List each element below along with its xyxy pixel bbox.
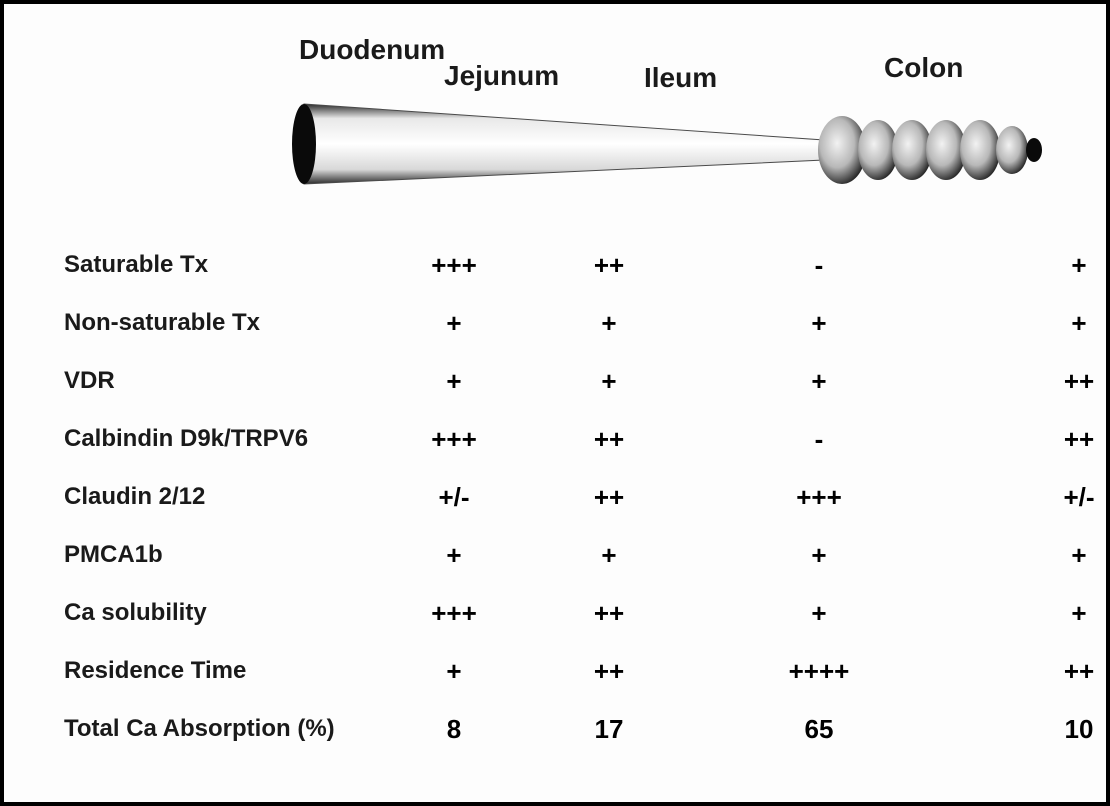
table-row: PMCA1b + + + + — [64, 526, 1056, 584]
cell: ++ — [524, 482, 694, 513]
cell: 10 — [944, 714, 1110, 745]
row-label: Calbindin D9k/TRPV6 — [64, 425, 384, 453]
cell: ++ — [944, 424, 1110, 455]
cell: +/- — [944, 482, 1110, 513]
table-row: Total Ca Absorption (%) 8 17 65 10 — [64, 700, 1056, 758]
col-header-ileum: Ileum — [644, 62, 717, 94]
col-header-duodenum: Duodenum — [299, 34, 445, 66]
col-header-colon: Colon — [884, 52, 963, 84]
cell: + — [384, 656, 524, 687]
table-row: Non-saturable Tx + + + + — [64, 294, 1056, 352]
cell: - — [694, 424, 944, 455]
cell: +++ — [384, 424, 524, 455]
cell: + — [944, 540, 1110, 571]
cell: +++ — [384, 598, 524, 629]
row-label: Claudin 2/12 — [64, 483, 384, 511]
table-row: VDR + + + ++ — [64, 352, 1056, 410]
cell: + — [524, 366, 694, 397]
cell: ++ — [524, 598, 694, 629]
cell: ++++ — [694, 656, 944, 687]
figure-frame: Duodenum Jejunum Ileum Colon Saturable T… — [0, 0, 1110, 806]
cell: + — [384, 308, 524, 339]
row-label: Residence Time — [64, 657, 384, 685]
table-row: Saturable Tx +++ ++ - + — [64, 236, 1056, 294]
cell: + — [694, 598, 944, 629]
figure-inner: Duodenum Jejunum Ileum Colon Saturable T… — [4, 4, 1106, 802]
row-label: Non-saturable Tx — [64, 309, 384, 337]
cell: 17 — [524, 714, 694, 745]
cell: ++ — [524, 250, 694, 281]
table-row: Claudin 2/12 +/- ++ +++ +/- — [64, 468, 1056, 526]
column-headers: Duodenum Jejunum Ileum Colon — [4, 32, 1106, 92]
cell: ++ — [944, 656, 1110, 687]
cell: 65 — [694, 714, 944, 745]
row-label: Saturable Tx — [64, 251, 384, 279]
cell: + — [944, 308, 1110, 339]
row-label: VDR — [64, 367, 384, 395]
cell: ++ — [524, 656, 694, 687]
cell: - — [694, 250, 944, 281]
cell: +++ — [384, 250, 524, 281]
cell: + — [944, 250, 1110, 281]
row-label: Total Ca Absorption (%) — [64, 715, 384, 743]
cell: 8 — [384, 714, 524, 745]
cell: + — [944, 598, 1110, 629]
data-grid: Saturable Tx +++ ++ - + Non-saturable Tx… — [64, 236, 1056, 758]
cell: + — [694, 308, 944, 339]
cell: + — [384, 540, 524, 571]
cell: +/- — [384, 482, 524, 513]
col-header-jejunum: Jejunum — [444, 60, 559, 92]
table-row: Calbindin D9k/TRPV6 +++ ++ - ++ — [64, 410, 1056, 468]
table-row: Ca solubility +++ ++ + + — [64, 584, 1056, 642]
cell: + — [524, 540, 694, 571]
cell: +++ — [694, 482, 944, 513]
cell: + — [384, 366, 524, 397]
row-label: Ca solubility — [64, 599, 384, 627]
cell: + — [694, 540, 944, 571]
cell: ++ — [944, 366, 1110, 397]
table-row: Residence Time + ++ ++++ ++ — [64, 642, 1056, 700]
cell: + — [524, 308, 694, 339]
cell: + — [694, 366, 944, 397]
row-label: PMCA1b — [64, 541, 384, 569]
cell: ++ — [524, 424, 694, 455]
